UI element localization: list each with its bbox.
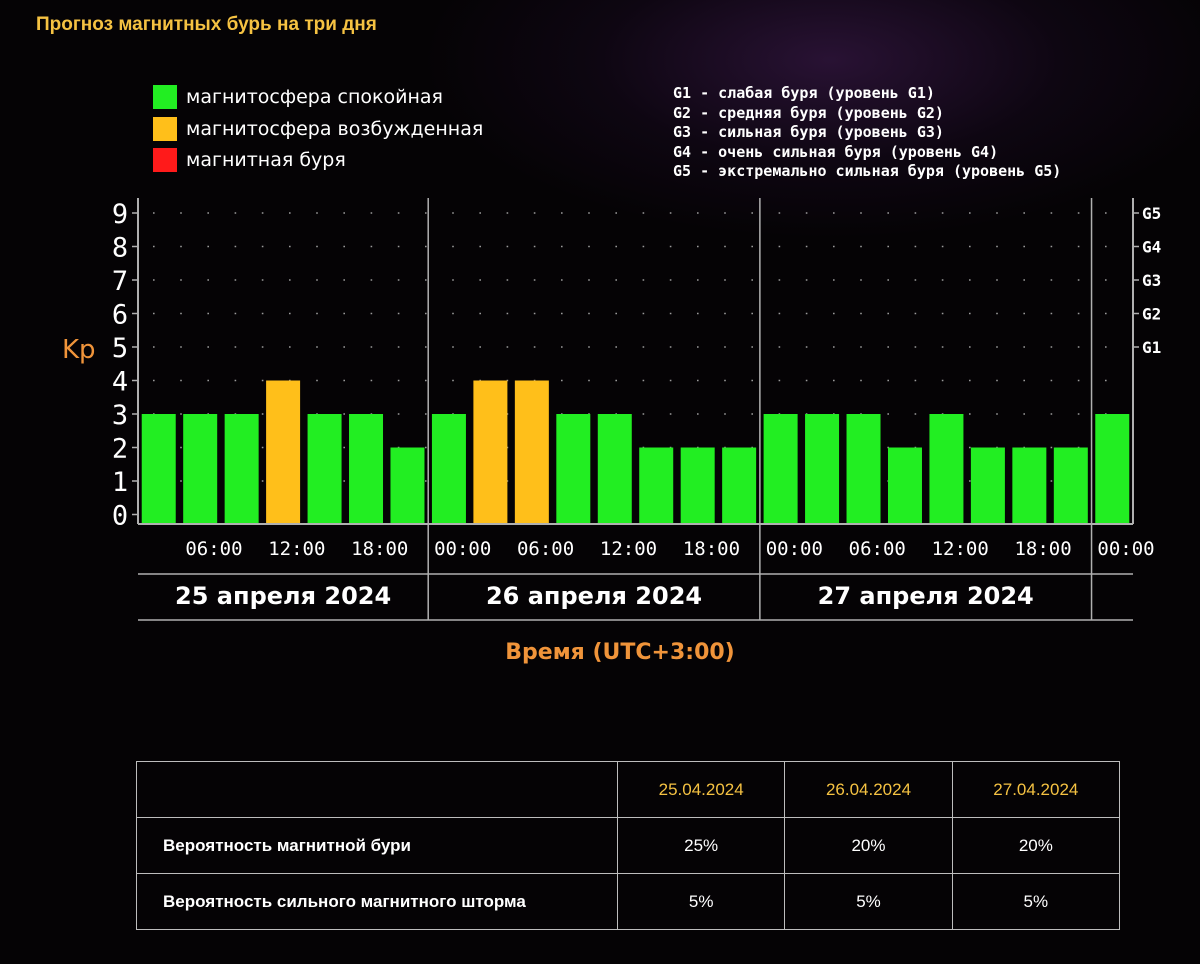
table-cell: 5% — [784, 873, 953, 930]
day-label: 25 апреля 2024 — [175, 582, 391, 610]
table-header-date: 26.04.2024 — [784, 761, 953, 818]
bar — [970, 447, 1005, 523]
x-tick-label: 18:00 — [1014, 538, 1071, 560]
table-row-label: Вероятность сильного магнитного шторма — [136, 873, 618, 930]
x-tick-label: 06:00 — [849, 538, 906, 560]
bar — [514, 380, 549, 523]
x-tick-label: 00:00 — [1097, 538, 1154, 560]
table-header-empty — [136, 761, 618, 818]
y-tick-label: 3 — [112, 400, 128, 431]
y-tick-label: 9 — [112, 199, 128, 230]
bar — [805, 414, 840, 523]
legend-swatch-quiet — [153, 85, 177, 109]
bar — [1053, 447, 1088, 523]
g-level-1: G1 - слабая буря (уровень G1) — [673, 84, 935, 102]
bar — [887, 447, 922, 523]
table-header-date: 25.04.2024 — [616, 761, 786, 818]
x-tick-label: 06:00 — [517, 538, 574, 560]
g-level-2: G2 - средняя буря (уровень G2) — [673, 103, 944, 122]
legend-label-storm: магнитная буря — [186, 149, 346, 171]
bar — [141, 414, 176, 523]
legend-item-quiet: магнитосфера спокойная — [153, 84, 443, 110]
table-row: Вероятность сильного магнитного шторма 5… — [136, 873, 1121, 930]
table-row-label: Вероятность магнитной бури — [136, 817, 618, 874]
legend-item-storm: магнитная буря — [153, 147, 346, 173]
y-tick-label: 1 — [112, 467, 128, 498]
x-tick-label: 12:00 — [600, 538, 657, 560]
bar — [349, 414, 384, 523]
g-level-legend: G1 - слабая буря (уровень G1) G2 - средн… — [673, 84, 1061, 182]
table-row: Вероятность магнитной бури 25% 20% 20% — [136, 817, 1121, 874]
bar — [266, 380, 301, 523]
bar — [597, 414, 632, 523]
x-tick-label: 12:00 — [268, 538, 325, 560]
g-tick-label: G3 — [1142, 271, 1161, 290]
bar — [1095, 414, 1130, 523]
g-level-5: G5 - экстремально сильная буря (уровень … — [673, 162, 1062, 180]
y-tick-label: 8 — [112, 233, 128, 264]
page-title: Прогноз магнитных бурь на три дня — [36, 14, 377, 35]
bar — [680, 447, 715, 523]
bar — [639, 447, 674, 523]
table-cell: 20% — [784, 817, 953, 874]
table-header-date: 27.04.2024 — [951, 761, 1121, 818]
legend-label-active: магнитосфера возбужденная — [186, 118, 484, 140]
y-tick-label: 4 — [112, 367, 128, 398]
x-axis-label: Время (UTC+3:00) — [505, 640, 735, 665]
bar — [473, 380, 508, 523]
x-tick-label: 18:00 — [683, 538, 740, 560]
x-tick-label: 18:00 — [351, 538, 408, 560]
bar — [763, 414, 798, 523]
g-tick-label: G2 — [1142, 305, 1161, 324]
table-cell: 5% — [951, 873, 1121, 930]
bar — [307, 414, 342, 523]
g-tick-label: G5 — [1142, 204, 1161, 223]
bar — [224, 414, 259, 523]
x-tick-label: 06:00 — [185, 538, 242, 560]
bar — [183, 414, 218, 523]
y-tick-label: 7 — [112, 266, 128, 297]
g-tick-label: G1 — [1142, 338, 1161, 357]
x-tick-label: 00:00 — [766, 538, 823, 560]
table-header-row: 25.04.2024 26.04.2024 27.04.2024 — [136, 761, 1121, 818]
bar — [929, 414, 964, 523]
g-tick-label: G4 — [1142, 238, 1161, 257]
x-tick-label: 12:00 — [932, 538, 989, 560]
table-cell: 20% — [951, 817, 1121, 874]
y-tick-label: 2 — [112, 434, 128, 465]
table-cell: 5% — [616, 873, 786, 930]
y-tick-label: 5 — [112, 333, 128, 364]
bar — [846, 414, 881, 523]
y-tick-label: 6 — [112, 300, 128, 331]
g-level-3: G3 - сильная буря (уровень G3) — [673, 123, 944, 141]
legend-item-active: магнитосфера возбужденная — [153, 116, 483, 142]
legend-label-quiet: магнитосфера спокойная — [186, 86, 443, 108]
y-axis-label: Kp — [62, 335, 96, 365]
bar — [431, 414, 466, 523]
storm-probability-table: 25.04.2024 26.04.2024 27.04.2024 Вероятн… — [136, 761, 1121, 930]
legend-swatch-active — [153, 117, 177, 141]
day-label: 26 апреля 2024 — [486, 582, 702, 610]
bar — [722, 447, 757, 523]
x-tick-label: 00:00 — [434, 538, 491, 560]
bar — [556, 414, 591, 523]
day-label: 27 апреля 2024 — [818, 582, 1034, 610]
bar — [1012, 447, 1047, 523]
table-cell: 25% — [616, 817, 786, 874]
y-tick-label: 0 — [112, 501, 128, 532]
legend-swatch-storm — [153, 148, 177, 172]
bar — [390, 447, 425, 523]
g-level-4: G4 - очень сильная буря (уровень G4) — [673, 142, 999, 161]
